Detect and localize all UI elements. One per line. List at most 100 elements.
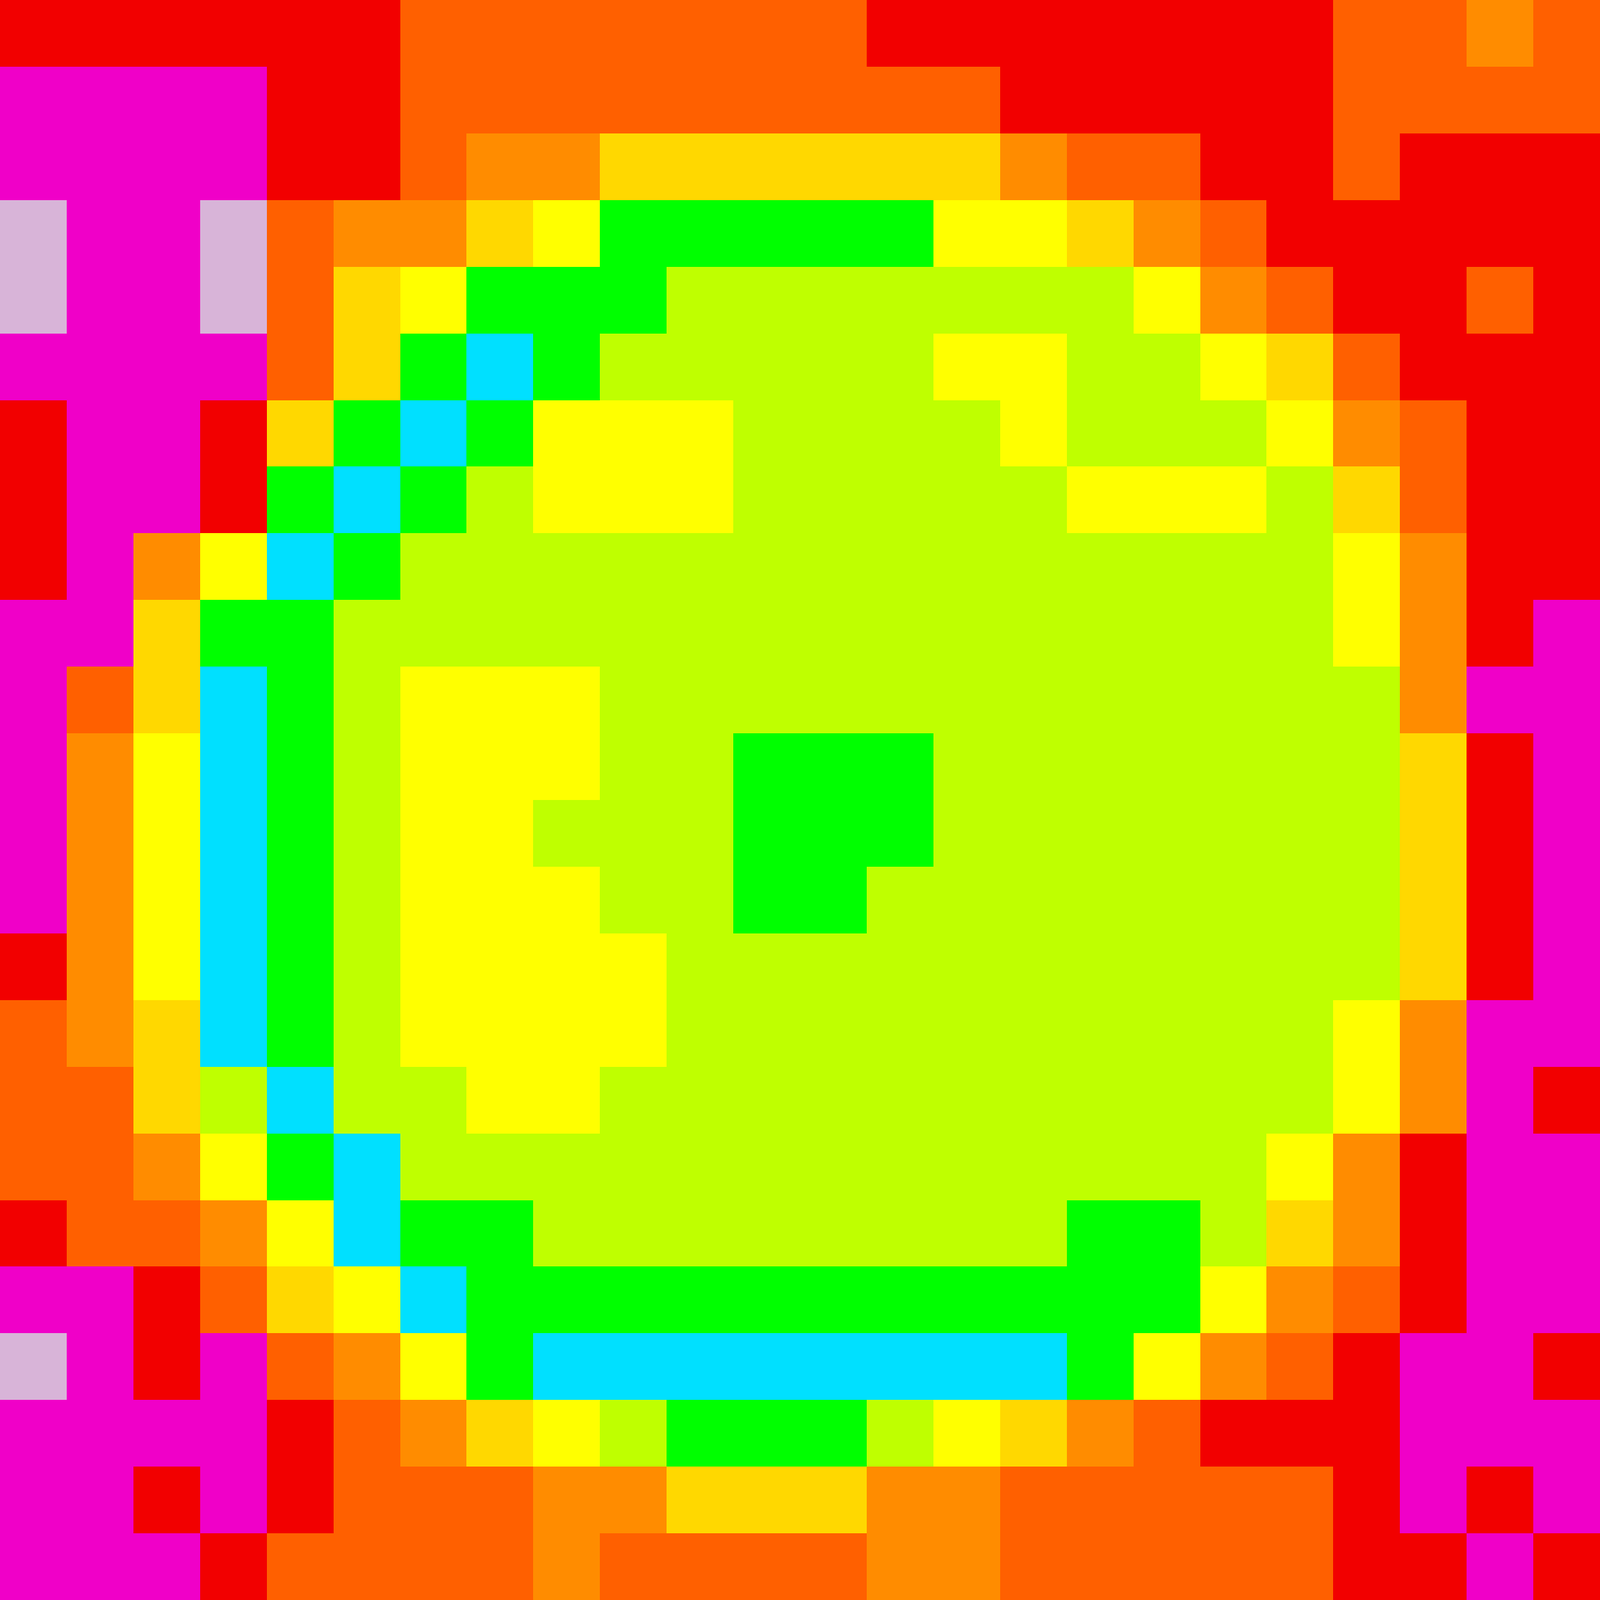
contour-cell <box>599 1133 668 1202</box>
contour-cell <box>1533 1533 1600 1600</box>
contour-cell <box>933 333 1001 402</box>
contour-cell <box>599 400 668 468</box>
contour-cell <box>200 200 268 268</box>
contour-cell <box>866 1200 935 1268</box>
contour-cell <box>66 333 135 402</box>
contour-cell <box>733 599 801 668</box>
contour-cell <box>266 1000 335 1068</box>
contour-cell <box>599 1000 668 1068</box>
contour-cell <box>200 1333 268 1401</box>
contour-cell <box>133 466 201 534</box>
contour-cell <box>666 1399 734 1468</box>
contour-cell <box>933 1333 1001 1401</box>
contour-cell <box>1333 733 1401 801</box>
contour-cell <box>133 800 201 868</box>
contour-cell <box>1399 400 1468 468</box>
contour-cell <box>800 599 868 668</box>
contour-cell <box>933 1000 1001 1068</box>
contour-chart <box>0 0 1600 1600</box>
contour-cell <box>66 66 135 135</box>
contour-cell <box>133 1399 201 1468</box>
contour-cell <box>1000 333 1068 402</box>
contour-cell <box>200 400 268 468</box>
contour-cell <box>533 1200 601 1268</box>
contour-cell <box>1399 333 1468 402</box>
contour-cell <box>200 333 268 402</box>
contour-cell <box>466 333 534 402</box>
contour-cell <box>200 800 268 868</box>
contour-cell <box>1266 333 1334 402</box>
contour-cell <box>1266 1466 1334 1534</box>
contour-cell <box>1533 66 1600 135</box>
contour-cell <box>866 333 935 402</box>
contour-cell <box>866 1399 935 1468</box>
contour-cell <box>533 66 601 135</box>
contour-cell <box>1466 800 1534 868</box>
contour-cell <box>1266 0 1334 68</box>
contour-cell <box>400 1533 468 1600</box>
contour-cell <box>733 1333 801 1401</box>
contour-cell <box>866 1266 935 1334</box>
contour-cell <box>666 400 734 468</box>
contour-cells <box>0 0 1600 1600</box>
contour-cell <box>1399 933 1468 1001</box>
contour-cell <box>66 200 135 268</box>
contour-cell <box>200 266 268 335</box>
contour-cell <box>66 0 135 68</box>
contour-cell <box>1200 1200 1268 1268</box>
contour-cell <box>533 266 601 335</box>
contour-cell <box>0 866 68 935</box>
contour-cell <box>200 1399 268 1468</box>
contour-cell <box>866 1333 935 1401</box>
contour-cell <box>1266 800 1334 868</box>
contour-cell <box>733 133 801 201</box>
contour-cell <box>733 1000 801 1068</box>
contour-cell <box>666 1533 734 1600</box>
contour-cell <box>266 1399 335 1468</box>
contour-cell <box>1200 733 1268 801</box>
contour-cell <box>333 1133 402 1202</box>
contour-cell <box>533 800 601 868</box>
contour-cell <box>1466 1000 1534 1068</box>
contour-cell <box>1133 333 1202 402</box>
contour-cell <box>1200 1133 1268 1202</box>
contour-cell <box>533 1000 601 1068</box>
contour-cell <box>1333 666 1401 734</box>
contour-cell <box>1466 133 1534 201</box>
contour-cell <box>466 1200 534 1268</box>
contour-cell <box>1466 66 1534 135</box>
contour-cell <box>1000 1466 1068 1534</box>
contour-cell <box>1000 0 1068 68</box>
contour-cell <box>800 733 868 801</box>
contour-cell <box>1399 1333 1468 1401</box>
contour-cell <box>666 66 734 135</box>
contour-cell <box>599 266 668 335</box>
contour-cell <box>200 1466 268 1534</box>
contour-cell <box>1266 1200 1334 1268</box>
contour-cell <box>1533 1333 1600 1401</box>
contour-cell <box>266 266 335 335</box>
contour-cell <box>1333 800 1401 868</box>
contour-cell <box>333 1466 402 1534</box>
contour-cell <box>533 333 601 402</box>
contour-cell <box>933 0 1001 68</box>
contour-cell <box>1333 333 1401 402</box>
contour-cell <box>400 666 468 734</box>
contour-cell <box>1066 1066 1135 1135</box>
contour-cell <box>533 1066 601 1135</box>
contour-cell <box>800 1533 868 1600</box>
contour-cell <box>533 400 601 468</box>
contour-cell <box>800 466 868 534</box>
contour-cell <box>1066 1399 1135 1468</box>
contour-cell <box>866 266 935 335</box>
contour-cell <box>133 1000 201 1068</box>
contour-cell <box>599 599 668 668</box>
contour-cell <box>800 200 868 268</box>
contour-cell <box>133 1266 201 1334</box>
contour-cell <box>800 66 868 135</box>
contour-cell <box>733 400 801 468</box>
contour-cell <box>866 800 935 868</box>
contour-cell <box>400 200 468 268</box>
contour-cell <box>1133 200 1202 268</box>
contour-cell <box>666 933 734 1001</box>
